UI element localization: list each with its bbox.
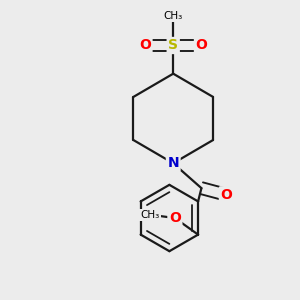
Text: O: O: [196, 38, 207, 52]
Text: S: S: [168, 38, 178, 52]
Text: N: N: [167, 156, 179, 170]
Text: CH₃: CH₃: [164, 11, 183, 21]
Text: O: O: [169, 211, 181, 225]
Text: CH₃: CH₃: [140, 210, 160, 220]
Text: O: O: [139, 38, 151, 52]
Text: O: O: [220, 188, 232, 202]
